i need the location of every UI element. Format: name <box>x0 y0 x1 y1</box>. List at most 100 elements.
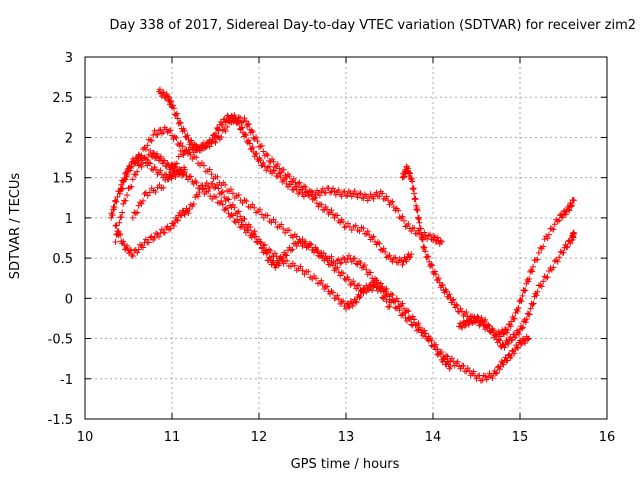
data-point <box>523 316 530 323</box>
data-point <box>515 304 522 311</box>
data-point <box>193 179 200 186</box>
data-point <box>560 212 567 219</box>
data-point <box>338 299 345 306</box>
data-point <box>142 236 149 243</box>
y-tick-label: 3 <box>65 51 73 66</box>
data-point <box>306 192 313 199</box>
data-point <box>264 212 271 219</box>
data-point <box>179 151 186 158</box>
data-point <box>530 263 537 270</box>
data-point <box>222 205 229 212</box>
data-point <box>148 233 155 240</box>
data-point <box>121 241 128 248</box>
data-point <box>401 174 407 181</box>
data-point <box>314 200 320 207</box>
grid-lines <box>85 57 607 419</box>
data-point <box>318 249 325 256</box>
data-point <box>113 222 120 229</box>
data-point <box>234 209 241 216</box>
data-point <box>287 247 294 254</box>
data-point <box>485 374 492 381</box>
data-point <box>499 327 506 334</box>
data-point <box>541 236 548 243</box>
data-point <box>196 189 203 196</box>
data-point <box>263 250 270 257</box>
data-point <box>178 212 185 219</box>
data-point <box>366 231 373 238</box>
data-point <box>188 137 195 144</box>
data-point <box>483 376 490 383</box>
data-point <box>300 193 307 200</box>
data-point <box>212 139 219 146</box>
data-point <box>429 262 436 269</box>
data-point <box>524 336 531 343</box>
data-point <box>427 336 434 343</box>
series-sat-h <box>108 152 189 221</box>
data-point <box>412 196 419 203</box>
data-point <box>348 193 355 200</box>
data-point <box>518 298 525 305</box>
data-point <box>269 156 276 163</box>
data-point <box>465 321 472 328</box>
data-point <box>119 209 126 216</box>
data-point <box>419 236 426 243</box>
data-point <box>257 157 264 164</box>
data-point <box>235 208 242 215</box>
data-point <box>206 166 213 173</box>
data-point <box>535 249 542 256</box>
data-point <box>296 179 303 186</box>
x-tick-label: 13 <box>338 430 355 445</box>
data-point <box>367 191 374 198</box>
data-point <box>177 119 184 126</box>
data-point <box>361 262 368 269</box>
data-point <box>126 184 133 191</box>
data-point <box>369 287 376 294</box>
data-point <box>253 233 260 240</box>
data-point <box>408 251 415 258</box>
data-point <box>190 180 197 187</box>
data-point <box>331 267 338 274</box>
data-point <box>354 194 361 201</box>
data-point <box>377 288 384 295</box>
data-point <box>244 121 251 128</box>
data-point <box>504 326 511 333</box>
data-point <box>153 131 160 138</box>
y-tick-label: 1.5 <box>52 172 73 187</box>
data-point <box>328 207 335 214</box>
data-point <box>486 323 493 330</box>
data-point <box>112 239 119 246</box>
data-point <box>408 228 415 235</box>
data-point <box>172 112 179 119</box>
data-point <box>270 158 277 165</box>
data-point <box>386 303 393 310</box>
data-point <box>180 151 187 158</box>
data-point <box>134 249 141 256</box>
data-point <box>508 352 515 359</box>
data-point <box>160 229 167 236</box>
data-point <box>548 225 555 232</box>
data-point <box>235 114 242 121</box>
data-point <box>228 211 235 218</box>
data-point <box>399 213 406 220</box>
data-point <box>541 273 548 280</box>
data-point <box>568 203 575 210</box>
data-point <box>482 373 489 380</box>
data-point <box>282 251 289 258</box>
data-point <box>485 321 492 328</box>
data-point <box>291 262 298 269</box>
data-point <box>155 233 162 240</box>
data-point <box>459 308 465 315</box>
data-point <box>385 253 392 260</box>
data-point <box>152 189 159 196</box>
data-point <box>211 184 218 191</box>
data-point <box>439 282 446 289</box>
data-point <box>219 201 226 208</box>
data-point <box>312 244 319 251</box>
data-point <box>421 244 428 251</box>
data-point <box>344 256 351 263</box>
data-point <box>171 133 178 140</box>
data-point <box>403 307 410 314</box>
data-point <box>157 153 164 160</box>
data-point <box>534 256 541 263</box>
data-point <box>168 98 175 105</box>
